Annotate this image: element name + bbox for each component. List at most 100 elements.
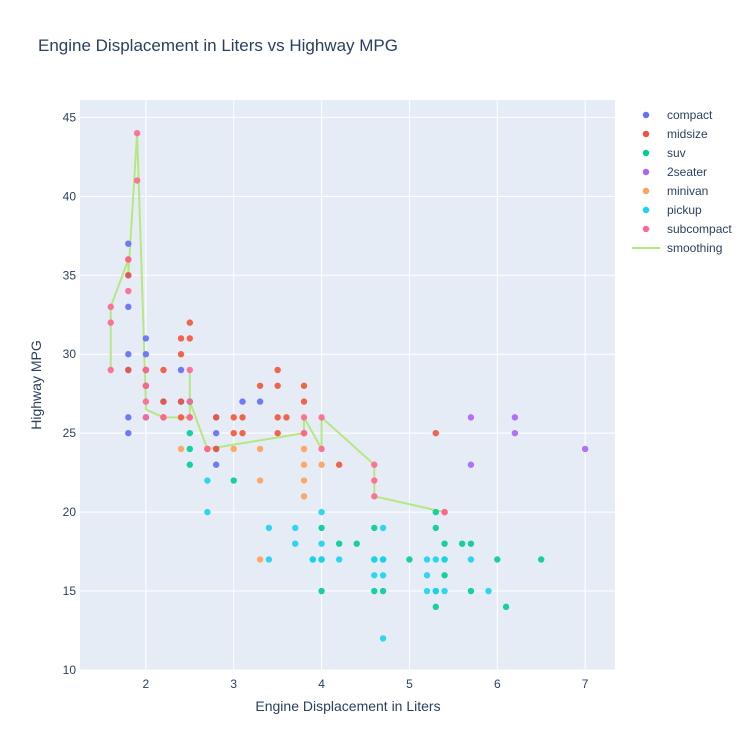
point-midsize <box>186 335 194 342</box>
point-compact <box>125 414 132 421</box>
point-pickup <box>379 556 387 563</box>
point-minivan <box>300 461 308 468</box>
point-pickup <box>441 556 448 563</box>
point-minivan <box>300 477 308 484</box>
point-suv <box>467 540 475 547</box>
point-subcompact <box>371 493 378 500</box>
point-subcompact <box>160 414 167 421</box>
y-axis-label: Highway MPG <box>28 340 44 429</box>
point-pickup <box>204 508 211 516</box>
point-subcompact <box>107 319 114 326</box>
y-tick-label: 45 <box>63 110 77 124</box>
y-tick-label: 30 <box>63 347 77 361</box>
point-suv <box>186 445 194 453</box>
legend-marker-suv <box>642 149 650 157</box>
x-tick-label: 4 <box>318 677 325 691</box>
point-pickup <box>318 556 325 563</box>
point-midsize <box>177 335 185 342</box>
point-midsize <box>177 351 185 358</box>
point-pickup <box>292 540 299 547</box>
point-subcompact <box>107 303 114 311</box>
point-midsize <box>239 429 246 437</box>
legend-marker-subcompact <box>642 225 650 233</box>
y-tick-label: 15 <box>63 584 77 598</box>
x-tick-label: 7 <box>582 677 589 691</box>
y-tick-label: 40 <box>63 189 77 203</box>
point-subcompact <box>125 256 132 263</box>
point-suv <box>335 540 343 547</box>
point-pickup <box>379 635 387 642</box>
point-subcompact <box>133 177 141 184</box>
point-2seater <box>467 414 475 421</box>
point-suv <box>494 556 501 563</box>
point-subcompact <box>125 287 132 295</box>
point-compact <box>125 240 132 247</box>
legend-label-pickup: pickup <box>667 203 702 217</box>
plot-area[interactable] <box>80 100 615 670</box>
point-midsize <box>432 429 439 437</box>
point-minivan <box>230 445 237 453</box>
point-pickup <box>432 556 439 563</box>
point-pickup <box>204 477 211 484</box>
point-compact <box>177 366 185 374</box>
point-suv <box>432 508 439 516</box>
point-subcompact <box>142 382 150 389</box>
legend: compact midsize suv 2seater minivan pickup sub… <box>632 108 732 255</box>
point-midsize <box>274 382 281 389</box>
point-suv <box>186 429 194 437</box>
legend-label-smoothing: smoothing <box>667 241 722 255</box>
y-tick-label: 20 <box>63 505 77 519</box>
point-suv <box>186 461 194 468</box>
point-subcompact <box>204 445 211 453</box>
point-suv <box>230 477 237 484</box>
legend-marker-2seater <box>642 168 650 176</box>
smoothing-polyline <box>109 133 445 514</box>
point-suv <box>379 587 387 595</box>
y-tick-label: 35 <box>63 268 77 282</box>
point-midsize <box>212 414 220 421</box>
point-suv <box>371 587 378 595</box>
legend-marker-pickup <box>642 206 650 214</box>
point-compact <box>125 351 132 358</box>
point-pickup <box>318 540 325 547</box>
point-subcompact <box>186 398 194 405</box>
point-2seater <box>511 414 519 421</box>
point-suv <box>432 603 439 611</box>
point-minivan <box>300 445 308 453</box>
point-subcompact <box>300 429 308 437</box>
point-minivan <box>256 477 264 484</box>
legend-label-suv: suv <box>667 146 686 160</box>
x-axis-label: Engine Displacement in Liters <box>255 698 440 714</box>
point-midsize <box>125 272 132 279</box>
legend-marker-minivan <box>642 187 650 195</box>
point-midsize <box>230 429 237 437</box>
point-midsize <box>177 398 185 405</box>
point-subcompact <box>142 398 150 405</box>
y-tick-label: 10 <box>63 663 77 677</box>
point-compact <box>142 335 150 342</box>
point-minivan <box>177 445 185 453</box>
point-suv <box>458 540 466 547</box>
point-subcompact <box>441 508 448 516</box>
point-subcompact <box>107 366 114 374</box>
point-suv <box>538 556 545 563</box>
point-compact <box>212 461 220 468</box>
point-midsize <box>186 319 194 326</box>
point-suv <box>441 572 448 579</box>
point-suv <box>371 524 378 532</box>
point-compact <box>239 398 246 405</box>
point-subcompact <box>186 366 194 374</box>
point-subcompact <box>318 414 325 421</box>
point-compact <box>125 303 132 311</box>
point-pickup <box>423 572 431 579</box>
point-subcompact <box>300 414 308 421</box>
smoothing-line <box>109 133 445 514</box>
point-midsize <box>300 382 308 389</box>
point-midsize <box>177 414 185 421</box>
point-midsize <box>274 366 281 374</box>
legend-label-subcompact: subcompact <box>667 222 732 236</box>
point-pickup <box>423 556 431 563</box>
point-pickup <box>485 587 492 595</box>
point-suv <box>432 524 439 532</box>
